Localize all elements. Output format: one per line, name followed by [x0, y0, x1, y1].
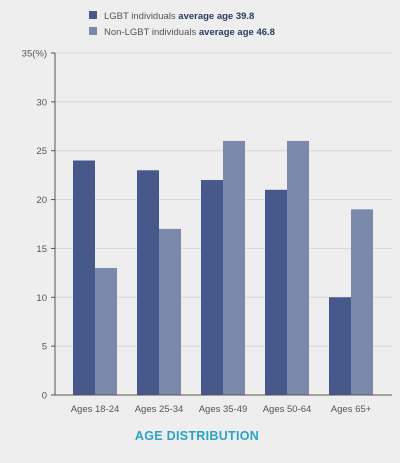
legend-label: LGBT individuals average age 39.8 — [104, 11, 254, 22]
legend-swatch — [89, 11, 97, 19]
legend-label: Non-LGBT individuals average age 46.8 — [104, 27, 275, 38]
bar-non-lgbt — [223, 140, 245, 395]
x-axis: Ages 18-24 Ages 25-34 Ages 35-49 Ages 50-64… — [54, 53, 392, 415]
y-axis-ticks: 0 5 10 15 20 25 30 35(%) — [22, 49, 55, 402]
y-tick-label: 30 — [36, 97, 47, 108]
bar-non-lgbt — [159, 228, 181, 395]
bar-non-lgbt — [95, 267, 117, 395]
bar-lgbt — [137, 170, 159, 395]
x-tick-label: Ages 50-64 — [263, 404, 312, 415]
bar-lgbt — [201, 180, 223, 395]
legend-swatch — [89, 27, 97, 35]
y-tick-label: 35(%) — [22, 49, 47, 60]
y-tick-label: 0 — [42, 391, 47, 402]
legend: LGBT individuals average age 39.8 Non-LGB… — [89, 11, 275, 38]
y-tick-label: 10 — [36, 293, 47, 304]
y-tick-label: 5 — [42, 342, 47, 353]
y-tick-label: 25 — [36, 146, 47, 157]
x-tick-label: Ages 65+ — [331, 404, 372, 415]
x-tick-label: Ages 25-34 — [135, 404, 184, 415]
bar-lgbt — [265, 189, 287, 395]
legend-average-note: average age 46.8 — [199, 27, 275, 38]
chart-title: AGE DISTRIBUTION — [135, 429, 259, 443]
legend-series-name: Non-LGBT individuals — [104, 27, 199, 38]
x-tick-label: Ages 18-24 — [71, 404, 120, 415]
bars — [73, 140, 373, 395]
legend-series-name: LGBT individuals — [104, 11, 178, 22]
bar-lgbt — [329, 297, 351, 395]
x-tick-label: Ages 35-49 — [199, 404, 248, 415]
y-tick-label: 20 — [36, 195, 47, 206]
bar-lgbt — [73, 160, 95, 395]
bar-non-lgbt — [351, 209, 373, 395]
bar-non-lgbt — [287, 140, 309, 395]
legend-average-note: average age 39.8 — [178, 11, 254, 22]
y-tick-label: 15 — [36, 244, 47, 255]
